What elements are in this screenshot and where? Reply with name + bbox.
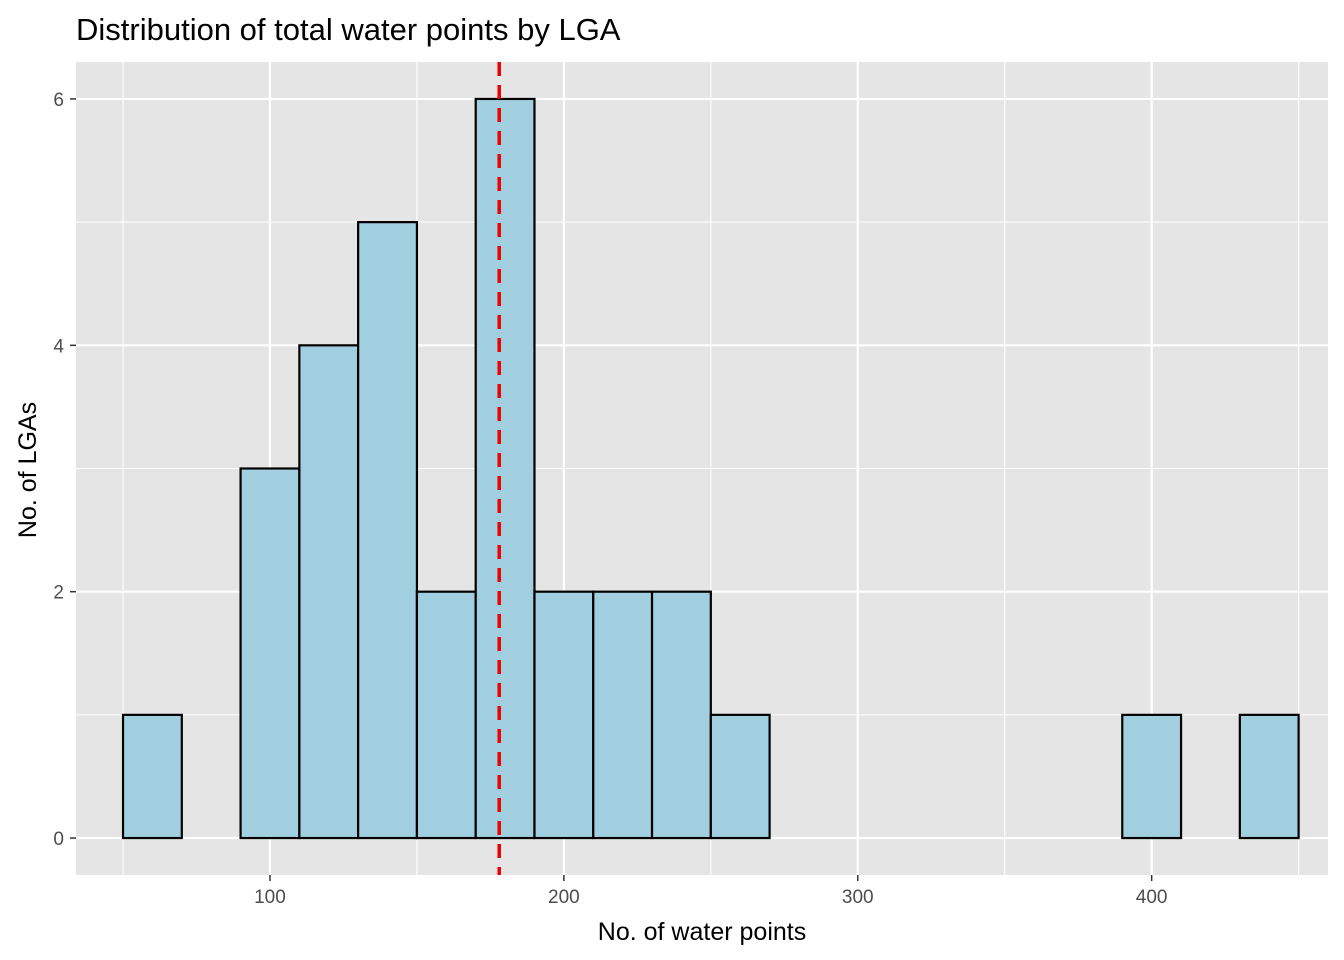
- y-axis: 0 2 4 6: [53, 90, 76, 850]
- histogram-bars: [121, 97, 1300, 840]
- x-tick-label: 200: [548, 887, 580, 908]
- histogram-bar: [415, 590, 477, 840]
- histogram-bar: [1238, 713, 1300, 840]
- y-tick-label: 6: [53, 90, 64, 111]
- histogram-bar: [298, 344, 360, 840]
- histogram-bar: [239, 467, 301, 840]
- x-tick-label: 100: [254, 887, 286, 908]
- histogram-bar: [121, 713, 183, 840]
- histogram-bar: [1121, 713, 1183, 840]
- y-tick-label: 4: [53, 336, 64, 357]
- histogram-bar: [474, 97, 536, 840]
- chart-title: Distribution of total water points by LG…: [76, 12, 621, 47]
- histogram-bar: [357, 221, 419, 840]
- histogram-bar: [533, 590, 595, 840]
- y-tick-label: 0: [53, 829, 64, 850]
- x-axis-label: No. of water points: [598, 918, 806, 946]
- x-axis: 100 200 300 400: [254, 875, 1168, 908]
- x-tick-label: 400: [1136, 887, 1168, 908]
- histogram-bar: [709, 713, 771, 840]
- y-tick-label: 2: [53, 583, 64, 604]
- histogram-bar: [592, 590, 654, 840]
- x-tick-label: 300: [842, 887, 874, 908]
- histogram-bar: [650, 590, 712, 840]
- y-axis-label: No. of LGAs: [14, 402, 42, 538]
